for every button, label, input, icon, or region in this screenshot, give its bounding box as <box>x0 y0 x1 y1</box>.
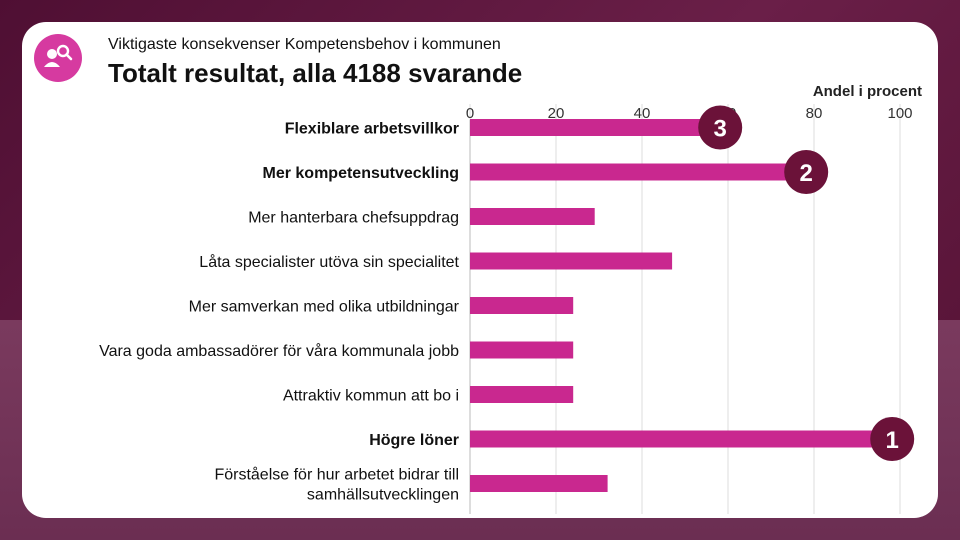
category-label: Låta specialister utöva sin specialitet <box>199 253 459 271</box>
category-label: Attraktiv kommun att bo i <box>283 388 459 405</box>
x-tick-label: 100 <box>887 105 912 122</box>
chart-subtitle: Viktigaste konsekvenser Kompetensbehov i… <box>108 36 501 53</box>
chart-title: Totalt resultat, alla 4188 svarande <box>108 58 523 88</box>
x-tick-label: 80 <box>806 105 823 122</box>
x-tick-label: 40 <box>634 105 651 122</box>
bar-chart: 020406080100Flexiblare arbetsvillkorMer … <box>99 104 915 514</box>
x-tick-label: 20 <box>548 105 565 122</box>
bar <box>470 430 875 448</box>
chart-card: Viktigaste konsekvenser Kompetensbehov i… <box>22 22 938 518</box>
rank-badge-label: 2 <box>800 160 813 187</box>
bar <box>470 163 789 181</box>
rank-badge-label: 1 <box>886 427 899 454</box>
category-label: Mer kompetensutveckling <box>263 165 460 182</box>
bar <box>470 208 595 225</box>
category-label: samhällsutvecklingen <box>307 487 459 504</box>
category-label: Mer hanterbara chefsuppdrag <box>248 210 459 227</box>
people-search-icon <box>34 34 82 82</box>
category-label: Högre löner <box>369 432 459 449</box>
rank-badge <box>870 417 915 461</box>
category-label: Flexiblare arbetsvillkor <box>285 121 459 138</box>
bar <box>470 119 703 136</box>
x-tick-label: 0 <box>466 105 474 122</box>
bar <box>470 341 574 359</box>
bar <box>470 475 608 492</box>
category-label: Mer samverkan med olika utbildningar <box>189 299 460 316</box>
bar <box>470 252 673 270</box>
category-label: Förståelse för hur arbetet bidrar till <box>214 466 459 484</box>
category-label: Vara goda ambassadörer för våra kommunal… <box>99 342 459 360</box>
x-axis-label: Andel i procent <box>812 83 922 100</box>
rank-badge <box>698 105 743 150</box>
rank-badge <box>784 150 829 194</box>
rank-badge-label: 3 <box>714 116 727 143</box>
bar <box>470 386 574 403</box>
bar <box>470 297 574 314</box>
